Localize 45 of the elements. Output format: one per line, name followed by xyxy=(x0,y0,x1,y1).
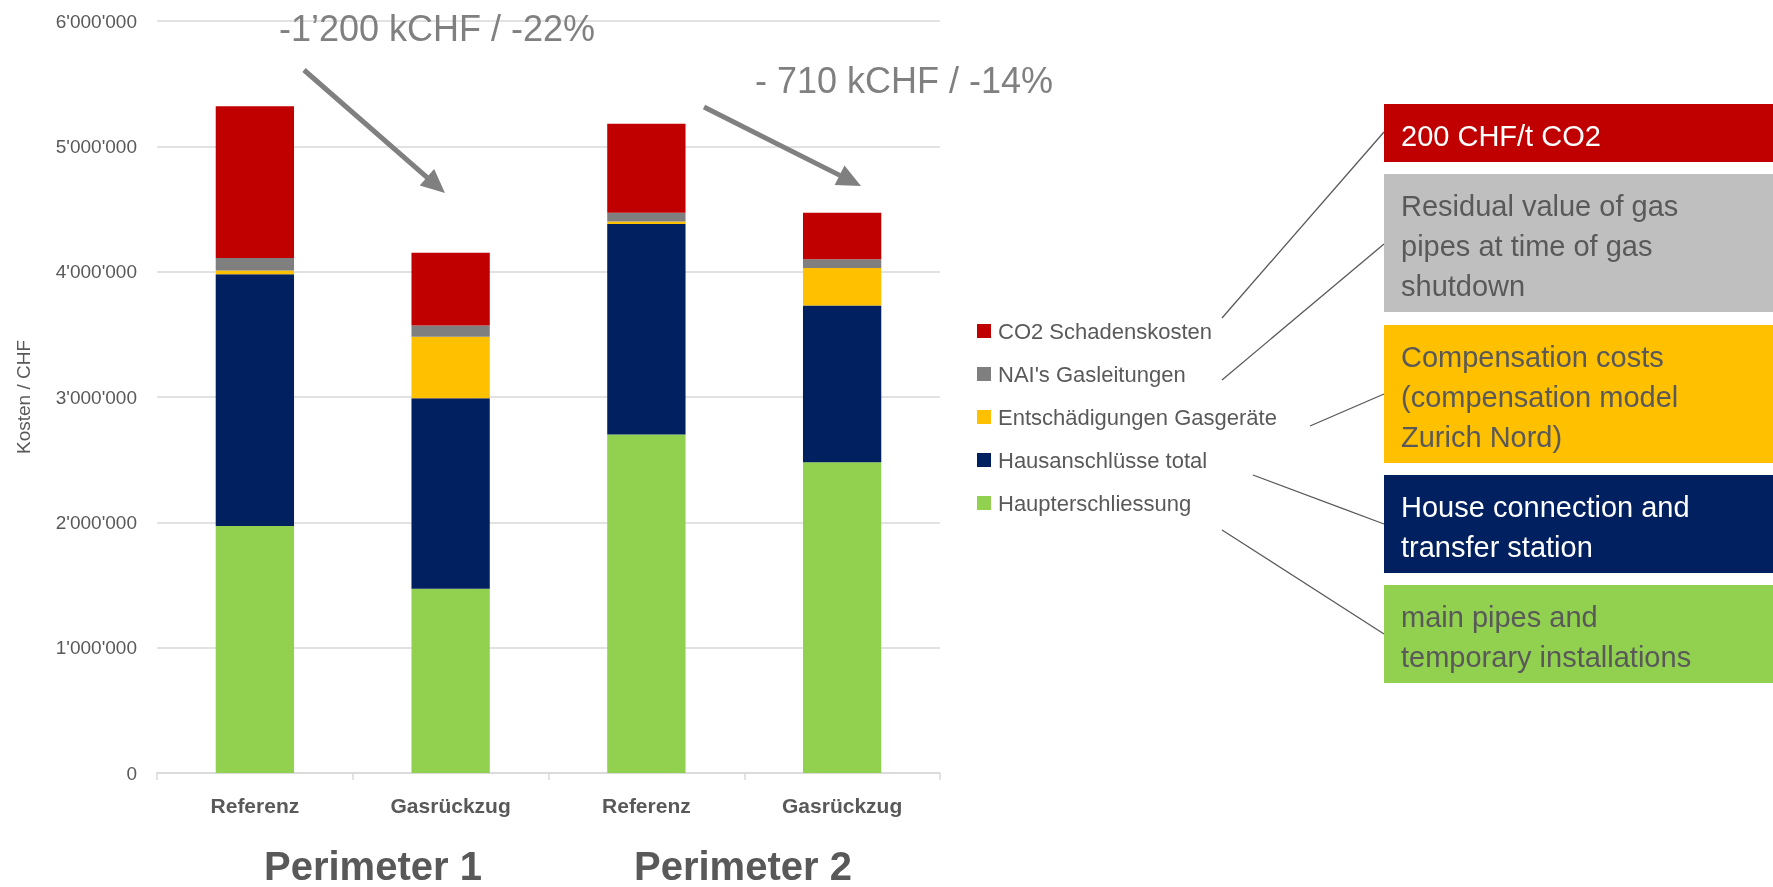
y-tick-label: 6'000'000 xyxy=(55,10,137,32)
bar xyxy=(802,212,882,260)
bar xyxy=(607,434,686,773)
callout-box: Residual value of gas pipes at time of gas shutdown xyxy=(1384,174,1773,312)
callout-box: House connection and transfer station xyxy=(1384,475,1773,573)
text: Perimeter 2 xyxy=(634,843,852,887)
bar xyxy=(802,267,882,306)
y-tick-label: 0 xyxy=(126,762,137,784)
y-tick-label: 2'000'000 xyxy=(55,511,137,533)
legend-label: CO2 Schadenskosten xyxy=(998,318,1213,344)
bar xyxy=(411,252,490,326)
bar xyxy=(607,123,686,213)
y-tick-label: 1'000'000 xyxy=(55,637,137,659)
annotation: -1’200 kCHF / -22% xyxy=(279,8,596,50)
callout-box: Compensation costs (compensation model Zurich Nord) xyxy=(1384,325,1773,463)
bar xyxy=(215,274,295,527)
bar xyxy=(802,305,882,463)
y-tick-label: 5'000'000 xyxy=(55,135,137,157)
text: Perimeter 1 xyxy=(264,843,482,887)
callout-box: main pipes and temporary installations xyxy=(1384,585,1773,683)
bar xyxy=(215,106,295,258)
legend-label: NAI's Gasleitungen xyxy=(998,361,1186,387)
x-tick-label: Referenz xyxy=(602,794,691,817)
x-tick-label: Gasrückzug xyxy=(390,794,511,817)
callout-box: 200 CHF/t CO2 xyxy=(1384,104,1773,162)
bar xyxy=(411,336,490,399)
y-tick-label: 4'000'000 xyxy=(55,261,137,283)
x-tick-label: Referenz xyxy=(210,794,300,817)
bar xyxy=(607,224,686,435)
bar xyxy=(607,212,686,222)
bar xyxy=(215,270,295,275)
legend-label: Hausanschlüsse total xyxy=(998,447,1208,473)
bar xyxy=(802,462,882,773)
bar xyxy=(411,588,490,773)
legend-label: Haupterschliessung xyxy=(998,490,1192,516)
bar xyxy=(802,259,882,268)
legend-label: Entschädigungen Gasgeräte xyxy=(998,404,1277,430)
bar xyxy=(215,257,295,271)
bar xyxy=(411,325,490,337)
x-tick-label: Gasrückzug xyxy=(782,794,903,817)
y-axis-title: Kosten / CHF xyxy=(13,339,34,455)
bar xyxy=(215,526,295,773)
bar xyxy=(411,398,490,589)
y-tick-label: 3'000'000 xyxy=(55,386,137,408)
annotation: - 710 kCHF / -14% xyxy=(755,60,1054,102)
